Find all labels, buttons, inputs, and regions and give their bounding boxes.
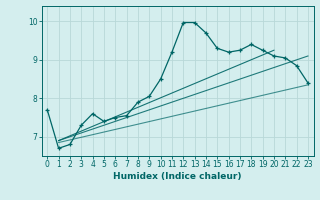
X-axis label: Humidex (Indice chaleur): Humidex (Indice chaleur) [113, 172, 242, 181]
